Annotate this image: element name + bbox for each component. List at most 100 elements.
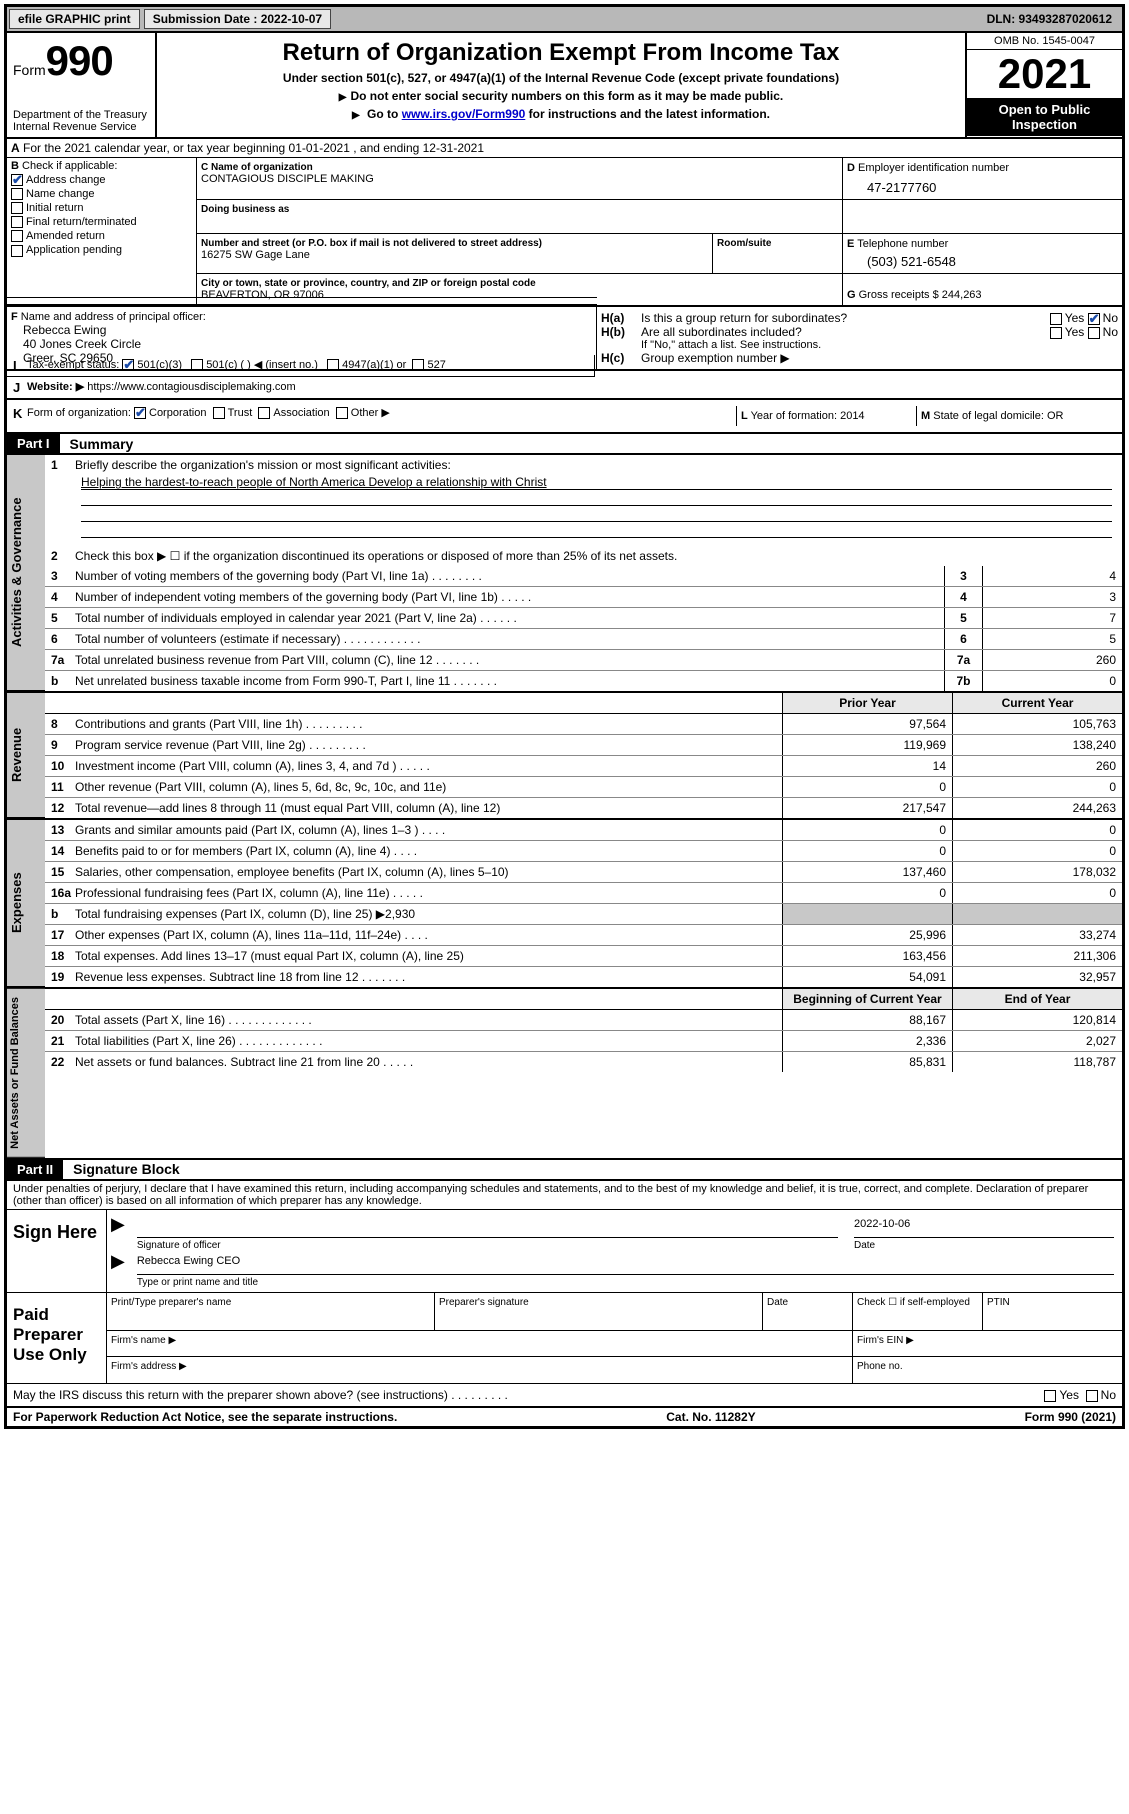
- ha-yes: Yes: [1065, 311, 1085, 325]
- line10-current: 260: [952, 756, 1122, 776]
- open-inspection: Open to Public Inspection: [967, 98, 1122, 136]
- prep-date-lbl: Date: [762, 1293, 852, 1330]
- cb-assoc[interactable]: [258, 407, 270, 419]
- hb-no: No: [1103, 325, 1118, 339]
- type-name-lbl: Type or print name and title: [137, 1277, 1114, 1288]
- cb-amended[interactable]: [11, 230, 23, 242]
- line11-prior: 0: [782, 777, 952, 797]
- cb-hb-no[interactable]: [1088, 327, 1100, 339]
- dba-value: [201, 215, 838, 229]
- line17-current: 33,274: [952, 925, 1122, 945]
- ptin-lbl: PTIN: [982, 1293, 1122, 1330]
- topbar: efile GRAPHIC print Submission Date : 20…: [7, 7, 1122, 33]
- e-phone-lbl: Telephone number: [857, 238, 948, 250]
- discuss-yes: Yes: [1059, 1388, 1079, 1402]
- cb-trust[interactable]: [213, 407, 225, 419]
- cb-other[interactable]: [336, 407, 348, 419]
- form-subtitle-1: Under section 501(c), 527, or 4947(a)(1)…: [163, 71, 959, 85]
- cb-final-return[interactable]: [11, 216, 23, 228]
- line16b-val: 2,930: [385, 907, 415, 921]
- efile-print-button[interactable]: efile GRAPHIC print: [9, 9, 140, 29]
- line9-prior: 119,969: [782, 735, 952, 755]
- cb-initial-return[interactable]: [11, 202, 23, 214]
- street-address: 16275 SW Gage Lane: [201, 249, 708, 261]
- k-lbl: Form of organization:: [27, 407, 131, 419]
- officer-addr1: 40 Jones Creek Circle: [11, 337, 592, 351]
- part2-header-row: Part II Signature Block: [7, 1160, 1122, 1181]
- line13-lbl: Grants and similar amounts paid (Part IX…: [75, 823, 418, 837]
- cb-name-change[interactable]: [11, 188, 23, 200]
- dba-lbl: Doing business as: [201, 204, 838, 215]
- g-gross-lbl: Gross receipts $: [859, 289, 939, 301]
- line4-lbl: Number of independent voting members of …: [75, 590, 498, 604]
- dept-treasury: Department of the Treasury: [13, 109, 149, 121]
- line9-current: 138,240: [952, 735, 1122, 755]
- line15-lbl: Salaries, other compensation, employee b…: [75, 865, 509, 879]
- tab-expenses: Expenses: [7, 820, 45, 987]
- hb-text: Are all subordinates included?: [641, 325, 1050, 339]
- part2-title: Signature Block: [63, 1161, 180, 1177]
- line18-lbl: Total expenses. Add lines 13–17 (must eq…: [75, 949, 464, 963]
- phone-lbl: Phone no.: [852, 1357, 1122, 1383]
- revenue-section: Revenue Prior YearCurrent Year 8Contribu…: [7, 693, 1122, 820]
- line22-boy: 85,831: [782, 1052, 952, 1072]
- cb-hb-yes[interactable]: [1050, 327, 1062, 339]
- col-prior: Prior Year: [782, 693, 952, 713]
- line18-prior: 163,456: [782, 946, 952, 966]
- phone-value: (503) 521-6548: [847, 250, 1118, 269]
- form-number: 990: [46, 37, 113, 84]
- line6-val: 5: [982, 629, 1122, 649]
- form-header: Form990 Department of the Treasury Inter…: [7, 33, 1122, 139]
- firm-name-lbl: Firm's name ▶: [107, 1331, 852, 1356]
- check-se-lbl: Check ☐ if self-employed: [852, 1293, 982, 1330]
- cb-discuss-yes[interactable]: [1044, 1390, 1056, 1402]
- line20-boy: 88,167: [782, 1010, 952, 1030]
- line21-eoy: 2,027: [952, 1031, 1122, 1051]
- lbl-app-pending: Application pending: [26, 244, 122, 256]
- line6-lbl: Total number of volunteers (estimate if …: [75, 632, 340, 646]
- line3-lbl: Number of voting members of the governin…: [75, 569, 429, 583]
- part2-hdr: Part II: [7, 1160, 63, 1179]
- cb-discuss-no[interactable]: [1086, 1390, 1098, 1402]
- city-lbl: City or town, state or province, country…: [201, 278, 838, 289]
- line19-prior: 54,091: [782, 967, 952, 987]
- cb-app-pending[interactable]: [11, 245, 23, 257]
- footer-pra: For Paperwork Reduction Act Notice, see …: [13, 1410, 397, 1424]
- cb-ha-yes[interactable]: [1050, 313, 1062, 325]
- activities-governance: Activities & Governance 1Briefly describ…: [7, 455, 1122, 693]
- sig-officer-line[interactable]: [137, 1216, 838, 1238]
- line19-lbl: Revenue less expenses. Subtract line 18 …: [75, 970, 359, 984]
- sig-arrow-icon: ▶: [107, 1214, 129, 1251]
- cb-address-change[interactable]: [11, 174, 23, 186]
- paid-preparer-lbl: Paid Preparer Use Only: [7, 1293, 107, 1383]
- gross-receipts: 244,263: [942, 289, 982, 301]
- lbl-address-change: Address change: [26, 174, 106, 186]
- irs-link[interactable]: www.irs.gov/Form990: [402, 107, 526, 121]
- submission-date: Submission Date : 2022-10-07: [144, 9, 331, 29]
- goto-prefix: Go to: [367, 107, 402, 121]
- line1-lbl: Briefly describe the organization's miss…: [75, 456, 1122, 474]
- cb-corp[interactable]: [134, 407, 146, 419]
- cb-527[interactable]: [412, 359, 424, 371]
- ha-no: No: [1103, 311, 1118, 325]
- line8-prior: 97,564: [782, 714, 952, 734]
- i-4947: 4947(a)(1) or: [342, 359, 406, 371]
- cb-4947[interactable]: [327, 359, 339, 371]
- line22-lbl: Net assets or fund balances. Subtract li…: [75, 1055, 380, 1069]
- hb-note: If "No," attach a list. See instructions…: [601, 339, 1118, 351]
- line-a-text: For the 2021 calendar year, or tax year …: [23, 141, 484, 155]
- city-value: BEAVERTON, OR 97006: [201, 289, 838, 301]
- k-corp: Corporation: [149, 407, 206, 419]
- cb-501c[interactable]: [191, 359, 203, 371]
- lbl-name-change: Name change: [26, 188, 95, 200]
- cb-501c3[interactable]: [122, 359, 134, 371]
- line20-eoy: 120,814: [952, 1010, 1122, 1030]
- cb-ha-no[interactable]: [1088, 313, 1100, 325]
- i-501c3: 501(c)(3): [137, 359, 182, 371]
- line12-current: 244,263: [952, 798, 1122, 818]
- ein-value: 47-2177760: [847, 174, 1118, 195]
- line5-val: 7: [982, 608, 1122, 628]
- line10-lbl: Investment income (Part VIII, column (A)…: [75, 759, 396, 773]
- i-501c: 501(c) ( ) ◀ (insert no.): [206, 359, 318, 371]
- website-value: https://www.contagiousdisciplemaking.com: [87, 381, 295, 393]
